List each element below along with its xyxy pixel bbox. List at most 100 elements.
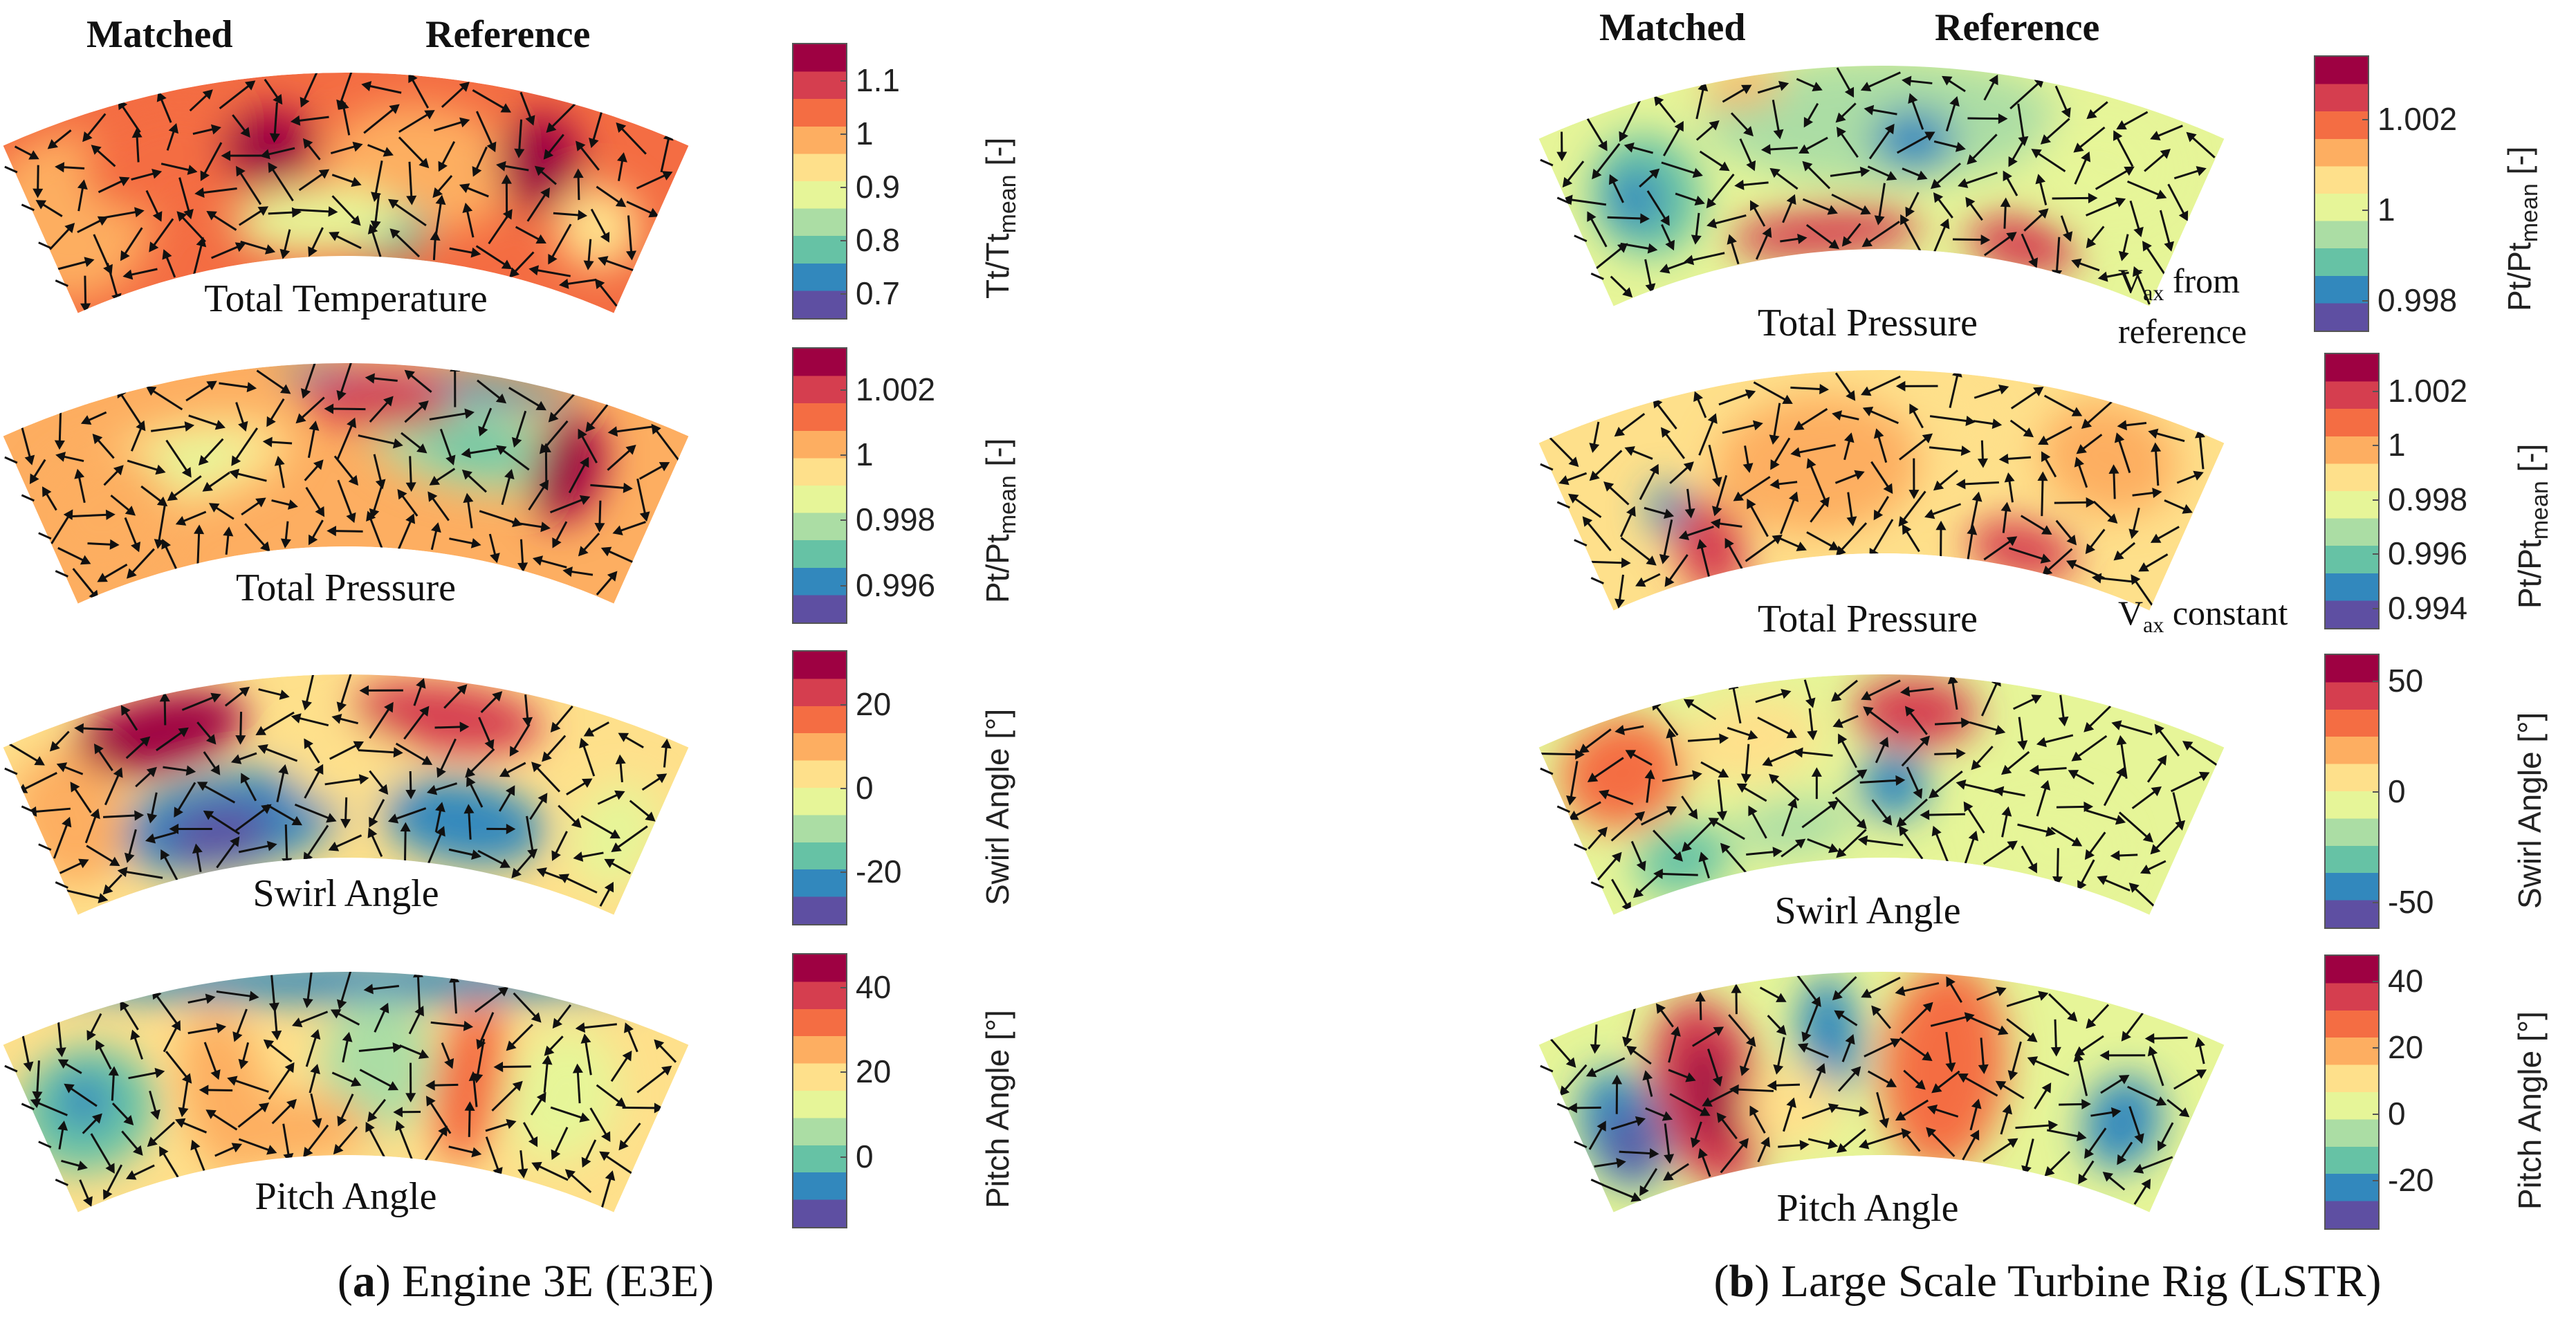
flow-arrowhead xyxy=(449,972,460,983)
flow-arrowhead xyxy=(2006,232,2017,242)
flow-arrowhead xyxy=(463,804,475,814)
flow-arrowhead xyxy=(1691,234,1702,245)
flow-arrowhead xyxy=(2058,716,2069,727)
flow-arrowhead xyxy=(1933,480,1944,491)
flow-arrowhead xyxy=(336,999,347,1010)
flow-arrowhead xyxy=(264,244,276,255)
flow-arrowhead xyxy=(259,541,270,552)
flow-arrowhead xyxy=(2083,801,2094,812)
flow-arrowhead xyxy=(234,242,246,252)
flow-arrowhead xyxy=(558,278,569,289)
flow-arrowhead xyxy=(2018,136,2029,147)
flow-arrowhead xyxy=(1603,481,1614,492)
flow-arrowhead xyxy=(1905,206,1915,218)
flow-arrowhead xyxy=(504,469,515,480)
flow-arrowhead xyxy=(274,456,285,466)
flow-arrowhead xyxy=(600,232,610,243)
flow-arrowhead xyxy=(130,1029,140,1040)
flow-arrowhead xyxy=(2115,197,2126,208)
flow-arrowhead xyxy=(645,811,656,822)
colorbar-tick-label: 0.994 xyxy=(2388,589,2468,626)
flow-arrowhead xyxy=(572,1063,583,1073)
flow-arrowhead xyxy=(2164,241,2175,252)
flow-arrowhead xyxy=(2142,241,2152,252)
flow-arrowhead xyxy=(196,237,207,248)
flow-arrowhead xyxy=(558,874,570,884)
flow-arrowhead xyxy=(2128,883,2140,893)
flow-arrowhead xyxy=(1565,1057,1576,1068)
flow-arrowhead xyxy=(280,538,291,548)
flow-arrowhead xyxy=(1708,818,1720,827)
flow-arrowhead xyxy=(1828,843,1839,854)
flow-arrowhead xyxy=(229,468,240,479)
flow-arrowhead xyxy=(470,247,481,258)
flow-arrowhead xyxy=(105,509,116,520)
flow-arrowhead xyxy=(365,373,375,384)
reference-arrow xyxy=(1556,805,1570,813)
flow-arrowhead xyxy=(56,762,68,773)
flow-arrowhead xyxy=(1636,860,1646,872)
contour-region xyxy=(1852,676,1978,747)
flow-arrowhead xyxy=(126,568,137,579)
flow-arrowhead xyxy=(2050,1046,2061,1057)
flow-arrowhead xyxy=(2102,1172,2113,1182)
reference-arrow xyxy=(38,1141,52,1149)
flow-arrowhead xyxy=(257,744,268,755)
flow-arrowhead xyxy=(34,756,45,766)
flow-arrowhead xyxy=(57,1059,69,1069)
flow-arrowhead xyxy=(1685,1072,1696,1082)
flow-arrowhead xyxy=(1995,1080,2007,1091)
flow-arrowhead xyxy=(539,479,549,491)
contour-region xyxy=(1732,797,1857,856)
flow-arrowhead xyxy=(308,246,318,257)
flow-arrowhead xyxy=(378,784,389,795)
flow-arrowhead xyxy=(2003,170,2012,182)
flow-arrowhead xyxy=(2031,694,2042,704)
flow-arrowhead xyxy=(506,823,516,835)
flow-arrowhead xyxy=(28,150,39,160)
flow-arrowhead xyxy=(236,165,246,177)
flow-arrowhead xyxy=(509,267,519,278)
flow-arrowhead xyxy=(2114,432,2125,443)
flow-arrowhead xyxy=(361,81,372,91)
flow-arrowhead xyxy=(1786,728,1797,739)
flow-arrowhead xyxy=(120,1000,129,1011)
flow-arrowhead xyxy=(206,210,217,221)
flow-arrowhead xyxy=(598,256,609,266)
flow-arrowhead xyxy=(2071,751,2082,762)
flow-arrowhead xyxy=(1920,809,1930,820)
flow-arrowhead xyxy=(77,1160,88,1171)
flow-arrowhead xyxy=(284,1062,295,1073)
flow-arrowhead xyxy=(536,867,547,878)
flow-arrowhead xyxy=(427,491,438,502)
flow-arrowhead xyxy=(136,420,146,432)
flow-arrowhead xyxy=(1630,1192,1641,1202)
flow-arrowhead xyxy=(2124,166,2135,176)
flow-arrowhead xyxy=(1597,1120,1606,1132)
flow-arrowhead xyxy=(1989,74,1998,86)
flow-arrowhead xyxy=(1805,697,1816,708)
flow-arrowhead xyxy=(257,206,269,216)
flow-arrowhead xyxy=(2138,562,2149,572)
flow-arrowhead xyxy=(2121,1031,2131,1042)
flow-arrowhead xyxy=(1926,1105,1938,1115)
flow-arrowhead xyxy=(2110,850,2120,861)
contour-total-pressure-e3e xyxy=(3,362,689,604)
flow-arrowhead xyxy=(167,491,178,501)
flow-arrowhead xyxy=(347,417,357,429)
flow-arrowhead xyxy=(546,122,557,133)
flow-arrowhead xyxy=(497,986,509,997)
colorbar-tick-label: 0 xyxy=(856,770,874,806)
flow-arrowhead xyxy=(1740,84,1752,94)
flow-arrowhead xyxy=(1836,847,1847,858)
flow-arrowhead xyxy=(461,469,472,480)
flow-arrow xyxy=(358,434,402,446)
flow-arrowhead xyxy=(1786,194,1796,205)
flow-arrowhead xyxy=(400,822,411,832)
flow-arrowhead xyxy=(1589,470,1600,481)
flow-arrowhead xyxy=(2083,721,2095,732)
contour-region xyxy=(1635,823,1731,896)
flow-arrowhead xyxy=(1690,1137,1701,1148)
flow-arrowhead xyxy=(1859,1106,1869,1117)
